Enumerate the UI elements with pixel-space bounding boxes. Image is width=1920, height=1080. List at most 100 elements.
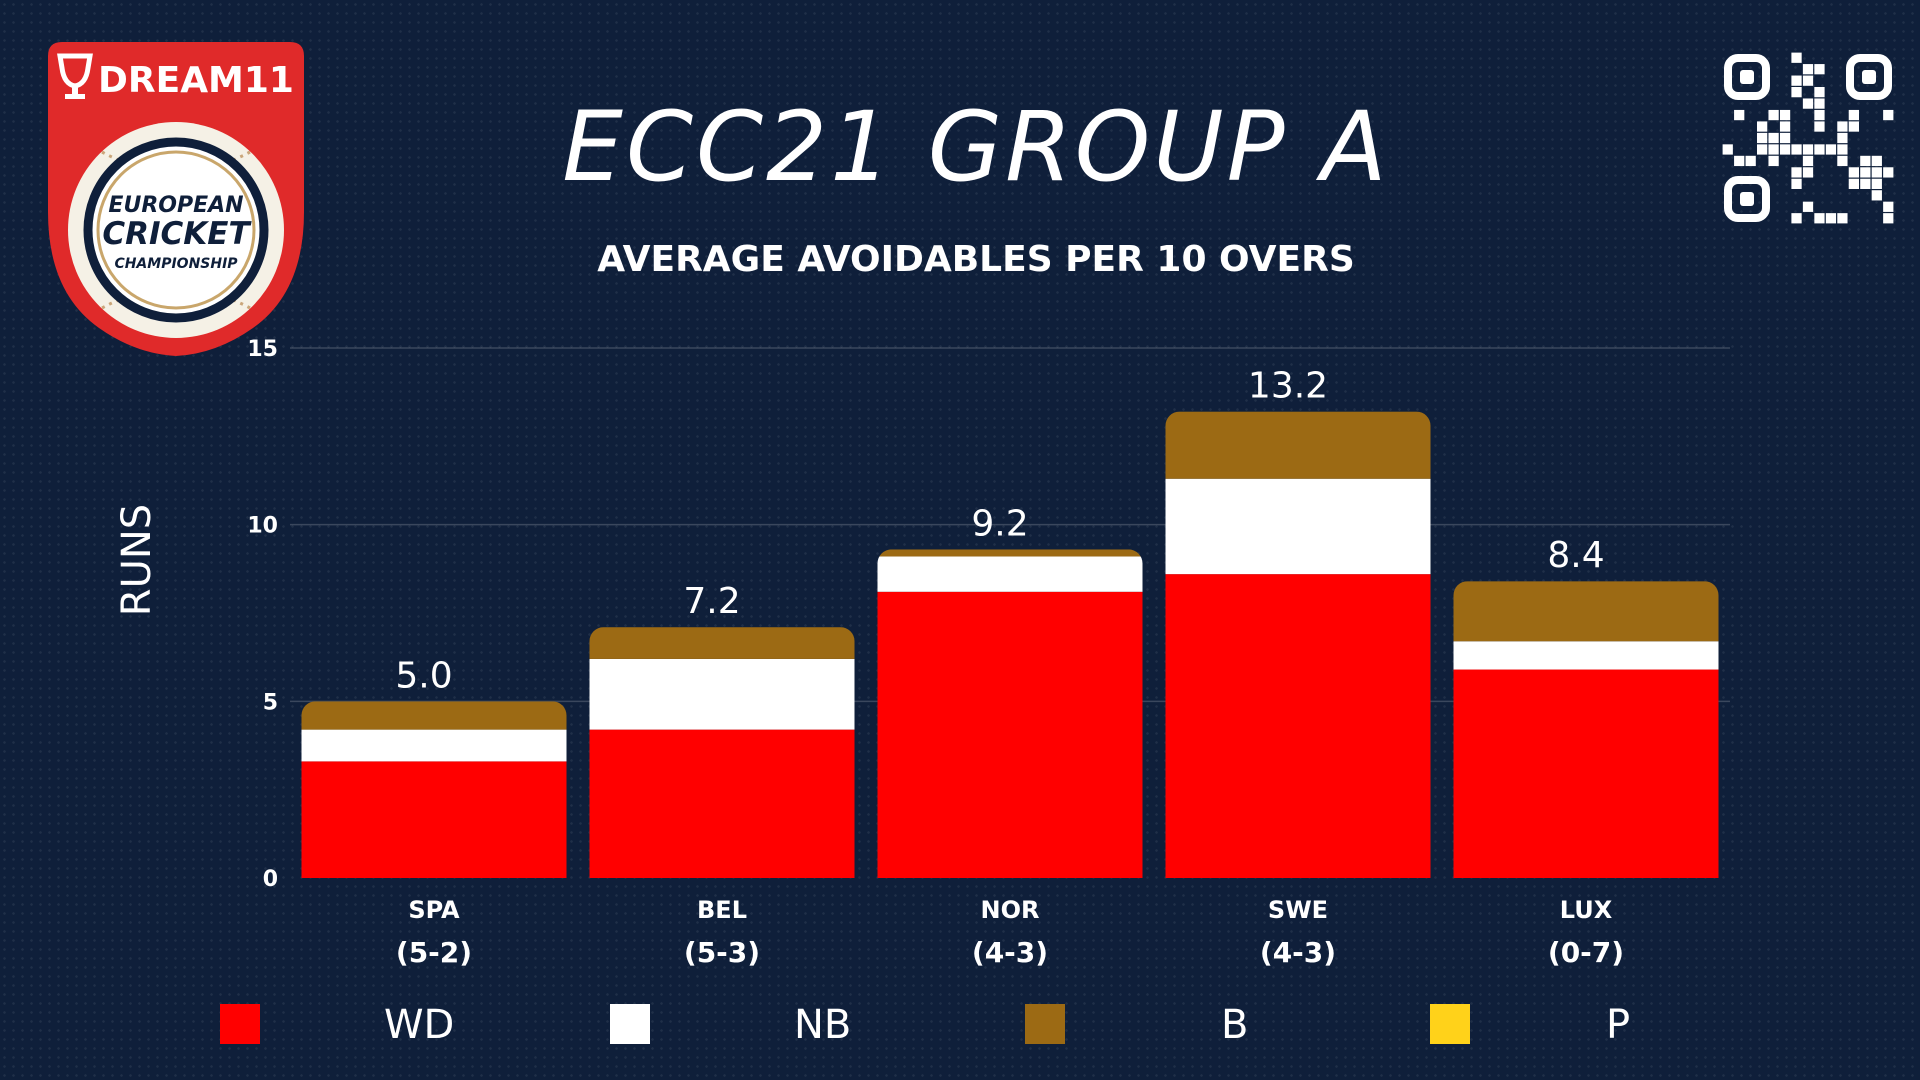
qr-module <box>1791 75 1802 86</box>
qr-module <box>1871 167 1882 178</box>
qr-module <box>1883 201 1894 212</box>
qr-finder-bottom-left <box>1724 176 1770 222</box>
qr-module <box>1837 132 1848 144</box>
logo-badge-ring <box>96 150 256 310</box>
qr-module <box>1837 155 1848 167</box>
european-cricket-championship-logo: DREAM11 EUROPEAN CRICKET CHAMPIONSHIP <box>48 42 304 356</box>
legend-label-nb: NB <box>794 1002 852 1048</box>
qr-module <box>1883 213 1894 224</box>
x-axis-ticks: SPA (5-2) BEL (5-3) NOR (4-3) SWE (4-3) LUX (0-7) <box>396 896 1624 969</box>
bar-segment-nb-spa <box>301 729 567 762</box>
legend-swatch-wd <box>220 1004 260 1044</box>
qr-module <box>1802 201 1814 212</box>
qr-module <box>1871 190 1882 201</box>
qr-module <box>1779 132 1791 144</box>
bar-segment-wd-spa <box>301 761 567 878</box>
legend-swatch-p <box>1430 1004 1470 1044</box>
qr-code <box>1722 52 1894 224</box>
qr-module <box>1745 155 1756 167</box>
qr-module <box>1768 109 1779 121</box>
qr-module <box>1802 75 1814 86</box>
legend-swatch-nb <box>610 1004 650 1044</box>
bar-stack-bel <box>589 627 855 878</box>
qr-module <box>1757 144 1768 155</box>
dream11-icon <box>57 53 93 99</box>
bars <box>301 411 1719 878</box>
y-tick-label: 10 <box>247 514 278 539</box>
qr-module <box>1848 178 1859 189</box>
qr-module <box>1757 121 1768 132</box>
bar-segment-nb-lux <box>1453 641 1719 670</box>
qr-finder-top-right <box>1846 54 1892 100</box>
y-tick-label: 15 <box>247 337 278 362</box>
qr-finder-top-left <box>1724 54 1770 100</box>
qr-module <box>1860 167 1871 178</box>
qr-module <box>1768 155 1779 167</box>
qr-module <box>1722 144 1733 155</box>
logo-line2: CRICKET <box>102 216 252 252</box>
bar-segment-wd-nor <box>877 591 1143 878</box>
qr-module <box>1814 98 1825 109</box>
qr-module <box>1734 155 1745 167</box>
qr-module <box>1791 52 1802 63</box>
total-label-nor: 9.2 <box>971 503 1028 544</box>
qr-module <box>1791 144 1802 155</box>
qr-module <box>1814 213 1825 224</box>
qr-module <box>1734 109 1745 121</box>
qr-module <box>1802 167 1814 178</box>
x-tick-record-spa: (5-2) <box>396 936 472 969</box>
x-tick-label-lux: LUX <box>1560 896 1613 924</box>
bar-stack-spa <box>301 701 567 878</box>
qr-module <box>1814 87 1825 98</box>
total-labels: 5.0 7.2 9.2 13.2 8.4 <box>395 366 1604 697</box>
legend-label-p: P <box>1606 1002 1631 1048</box>
bar-segment-nb-bel <box>589 658 855 730</box>
qr-module <box>1768 132 1779 144</box>
bar-segment-nb-swe <box>1165 478 1431 575</box>
legend-swatch-b <box>1025 1004 1065 1044</box>
qr-module <box>1757 132 1768 144</box>
x-tick-record-lux: (0-7) <box>1548 936 1624 969</box>
chart-subtitle: AVERAGE AVOIDABLES PER 10 OVERS <box>597 239 1355 280</box>
bar-segment-b-lux <box>1453 581 1719 642</box>
qr-module <box>1848 121 1859 132</box>
qr-module <box>1871 178 1882 189</box>
total-label-bel: 7.2 <box>683 581 740 622</box>
qr-module <box>1791 213 1802 224</box>
qr-module <box>1837 144 1848 155</box>
qr-modules <box>1722 52 1894 224</box>
qr-module <box>1791 178 1802 189</box>
qr-module <box>1768 144 1779 155</box>
legend: WD NB B P <box>0 990 1920 1060</box>
x-tick-record-bel: (5-3) <box>684 936 760 969</box>
y-axis-ticks: 0 5 10 15 <box>247 337 278 892</box>
qr-module <box>1779 121 1791 132</box>
qr-module <box>1848 109 1859 121</box>
legend-label-wd: WD <box>384 1002 455 1048</box>
qr-module <box>1825 213 1837 224</box>
legend-label-b: B <box>1221 1002 1249 1048</box>
x-tick-label-spa: SPA <box>408 896 460 924</box>
bar-segment-b-spa <box>301 701 567 730</box>
qr-module <box>1779 144 1791 155</box>
qr-module <box>1860 178 1871 189</box>
y-tick-label: 0 <box>263 867 278 892</box>
bar-segment-wd-swe <box>1165 574 1431 878</box>
qr-module <box>1848 167 1859 178</box>
y-axis-label: RUNS <box>114 504 160 616</box>
x-tick-label-nor: NOR <box>981 896 1040 924</box>
logo-line1: EUROPEAN <box>108 193 243 218</box>
logo-line3: CHAMPIONSHIP <box>114 256 238 272</box>
x-tick-label-swe: SWE <box>1268 896 1328 924</box>
qr-module <box>1883 109 1894 121</box>
qr-module <box>1814 144 1825 155</box>
bar-segment-b-nor <box>877 549 1143 557</box>
qr-module <box>1871 155 1882 167</box>
qr-module <box>1802 155 1814 167</box>
qr-module <box>1883 167 1894 178</box>
qr-module <box>1837 213 1848 224</box>
total-label-swe: 13.2 <box>1248 366 1328 407</box>
y-tick-label: 5 <box>263 690 278 715</box>
qr-module <box>1814 64 1825 75</box>
